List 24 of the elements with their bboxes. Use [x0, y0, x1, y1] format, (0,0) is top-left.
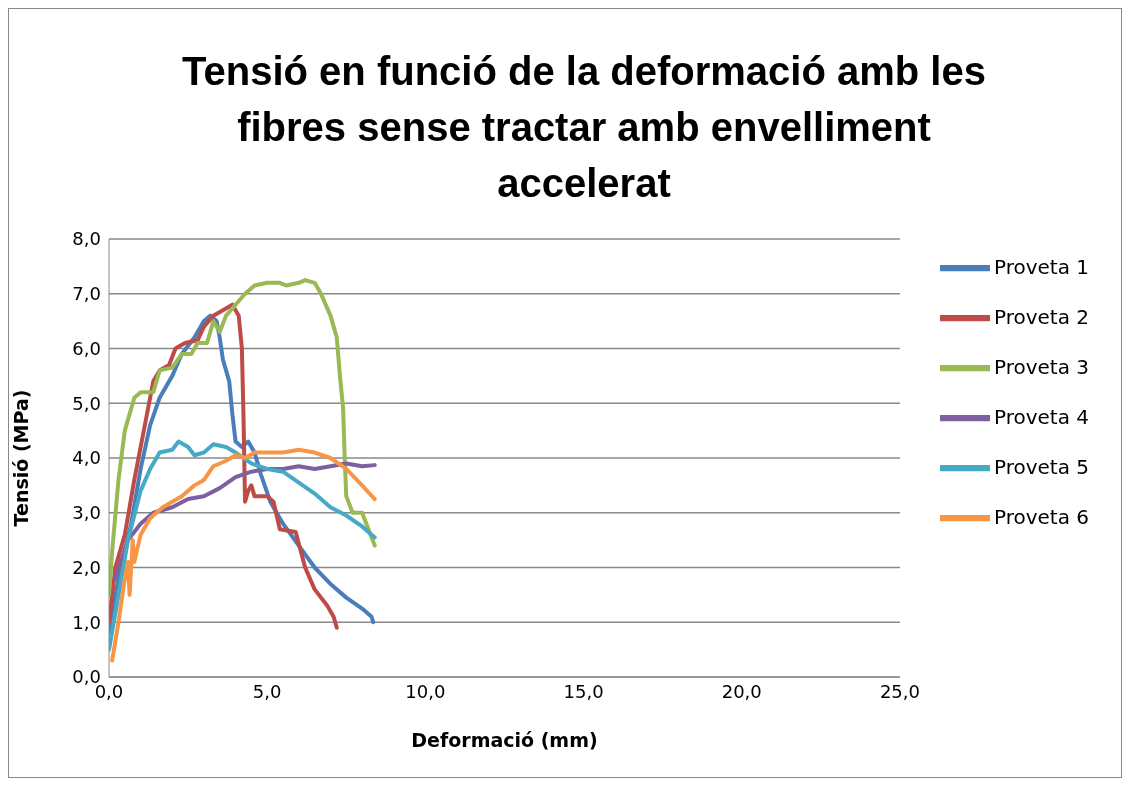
y-tick-label: 1,0 [72, 611, 101, 633]
line-series [109, 278, 377, 597]
x-tick-label: 25,0 [879, 680, 920, 702]
x-tick-label: 20,0 [721, 680, 762, 702]
x-tick-label: 10,0 [405, 680, 446, 702]
y-tick-label: 8,0 [72, 228, 101, 250]
y-tick-label: 2,0 [72, 556, 101, 578]
legend-label: Proveta 2 [993, 304, 1089, 329]
y-axis-title: Tensió (MPa) [9, 389, 32, 527]
chart-title: Tensió en funció de la deformació amb les fibres sense tractar amb envelliment accelerat [181, 48, 987, 207]
legend-label: Proveta 4 [993, 404, 1089, 429]
x-tick-label: 15,0 [563, 680, 604, 702]
legend-label: Proveta 6 [993, 504, 1089, 529]
x-axis-title: Deformació (mm) [411, 729, 598, 751]
legend-label: Proveta 3 [993, 354, 1089, 379]
y-tick-label: 4,0 [72, 447, 101, 469]
y-tick-label: 6,0 [72, 337, 101, 359]
legend-label: Proveta 5 [993, 454, 1089, 479]
x-tick-label: 5,0 [252, 680, 282, 702]
y-tick-label: 7,0 [72, 283, 101, 305]
legend-label: Proveta 1 [993, 254, 1089, 279]
y-tick-label: 5,0 [72, 392, 101, 414]
y-tick-label: 3,0 [72, 502, 101, 524]
line-series [109, 302, 339, 630]
